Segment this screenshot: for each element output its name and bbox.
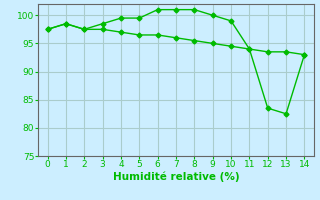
X-axis label: Humidité relative (%): Humidité relative (%) [113, 172, 239, 182]
